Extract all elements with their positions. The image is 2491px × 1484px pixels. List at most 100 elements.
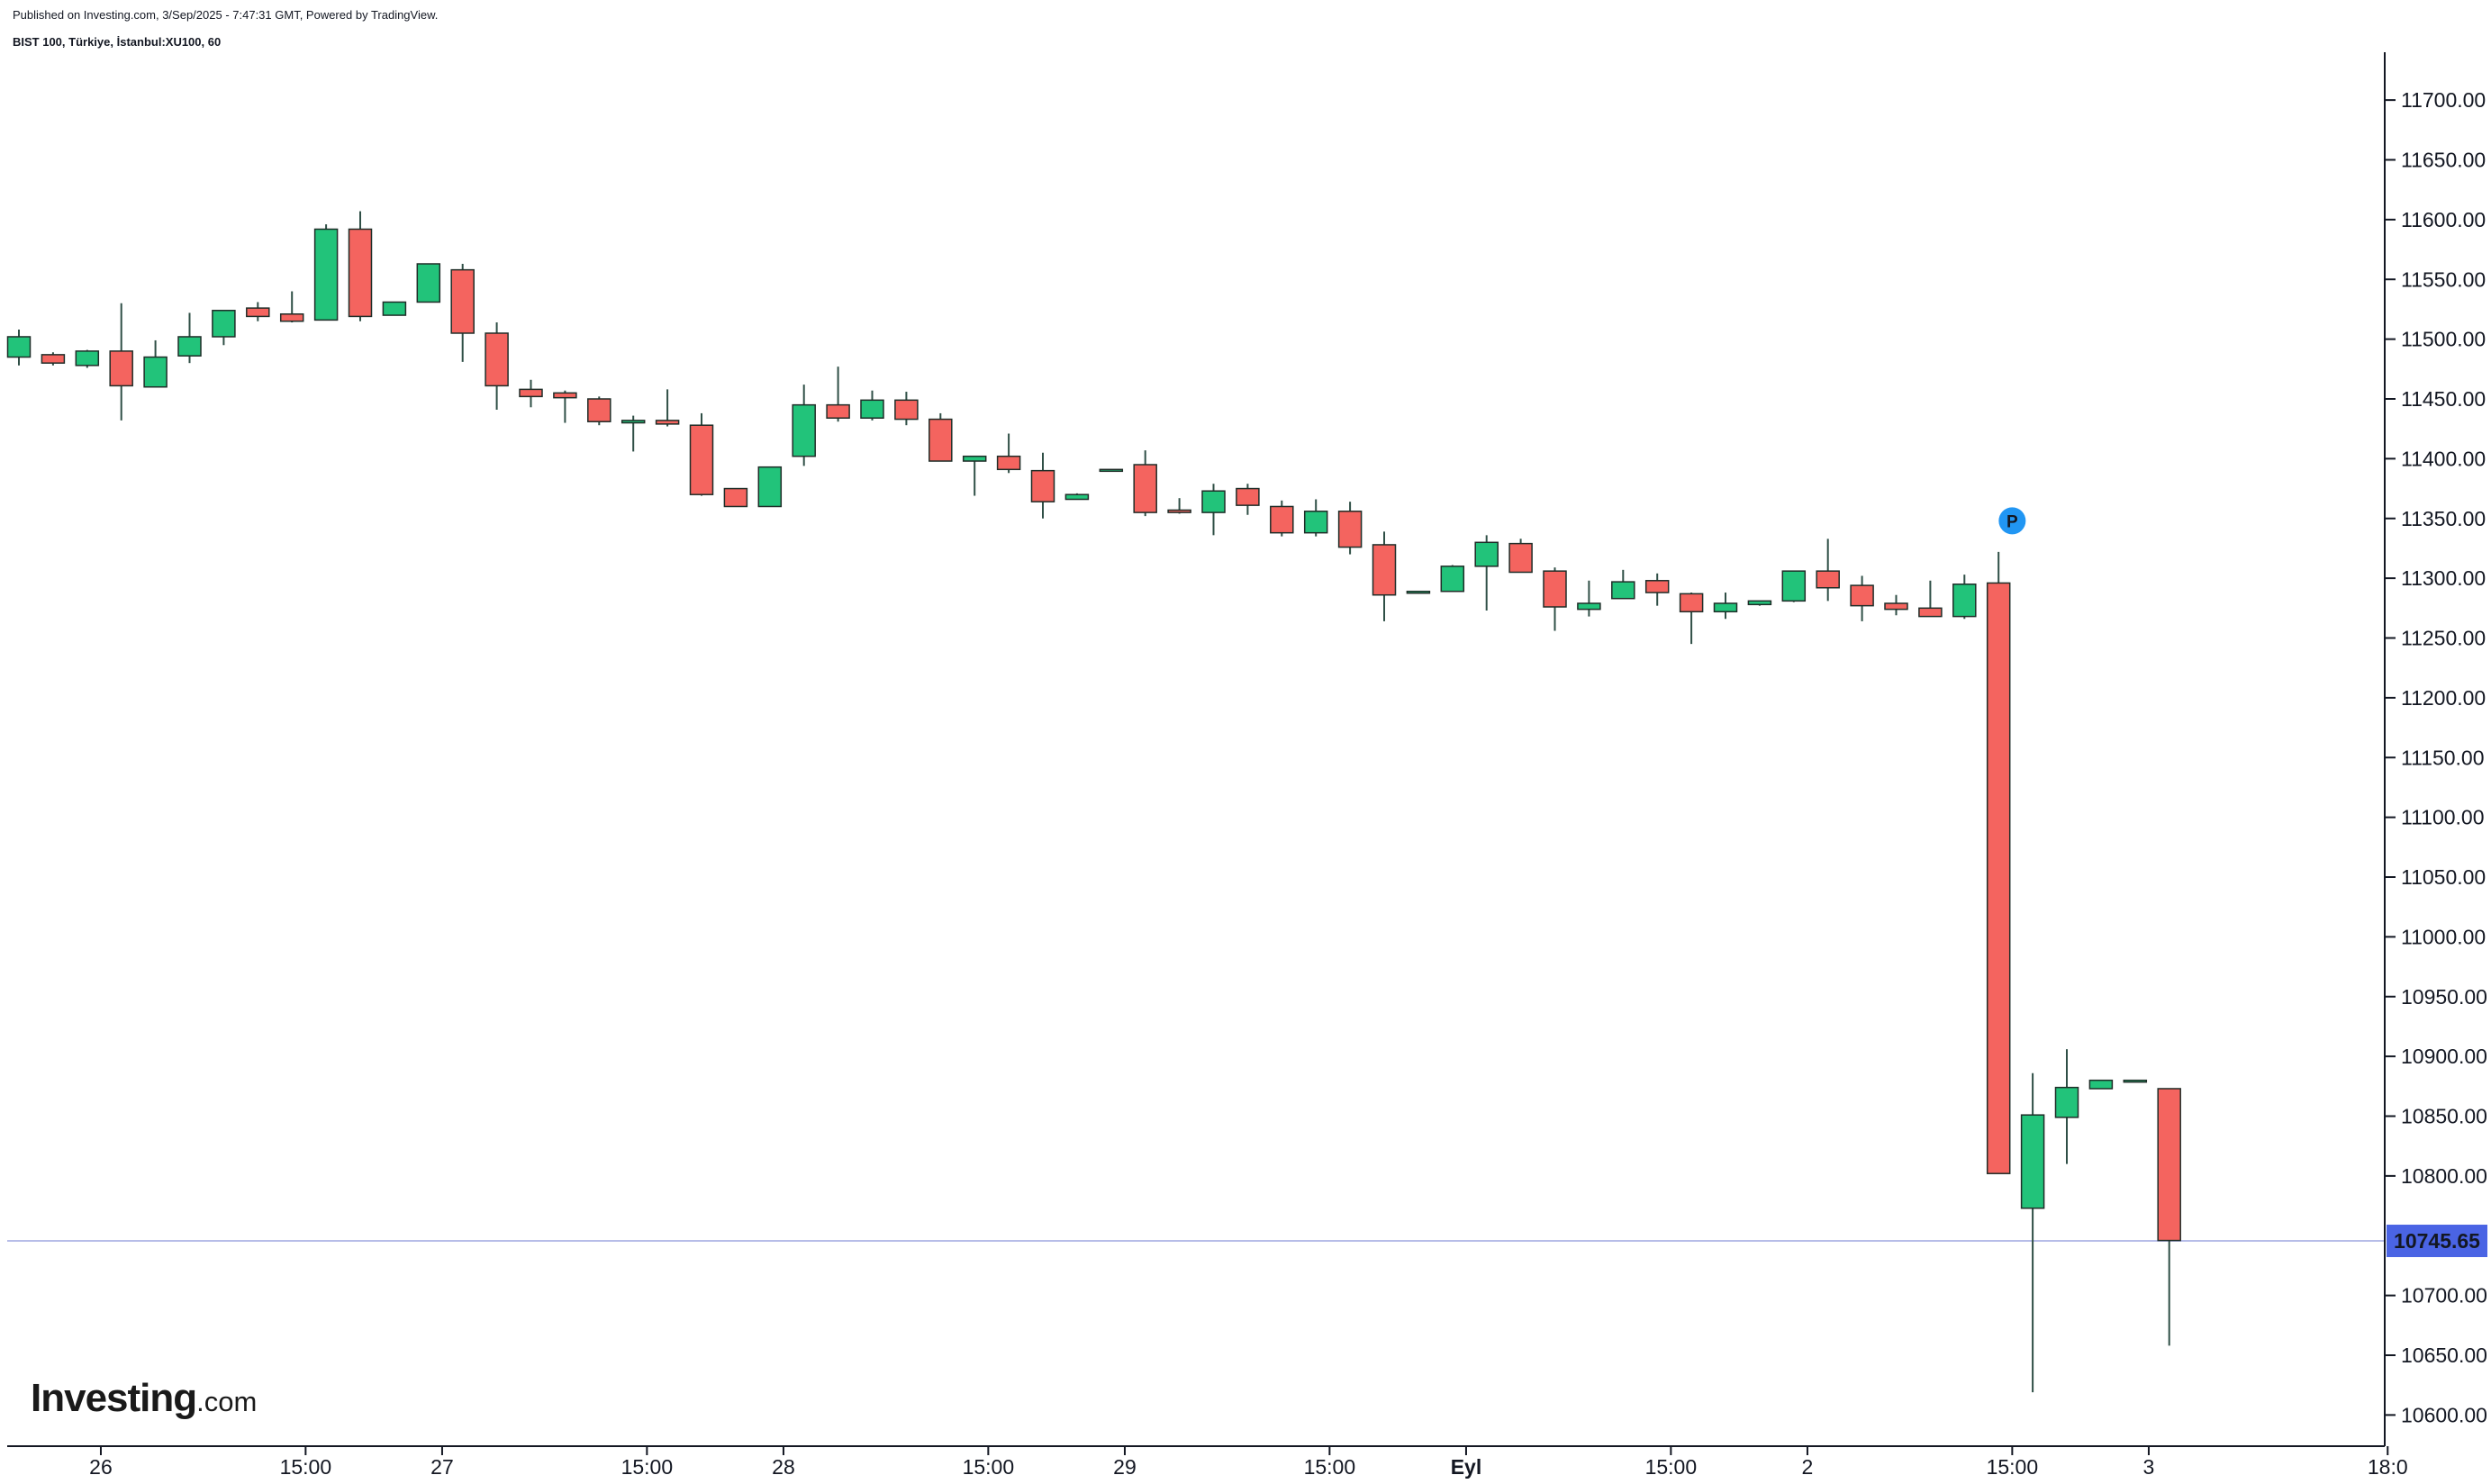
candle-body-down [723,487,748,508]
x-tick-label: 18:0 [2368,1455,2408,1479]
candle-body-up [1781,570,1807,602]
logo-main-text: Investing [31,1376,197,1420]
candle-body-up [416,263,441,303]
candle-body-up [382,301,407,316]
x-tick-label: 15:00 [621,1455,674,1479]
symbol-title: BIST 100, Türkiye, İstanbul:XU100, 60 [13,35,222,49]
candle-body-down [655,420,680,425]
candle-body-down [348,228,373,318]
candle-body-up [212,310,236,338]
last-price-badge [2387,1225,2487,1258]
y-tick-label: 11700.00 [2401,88,2486,112]
y-tick-label: 11250.00 [2401,627,2486,650]
marker-label: P [2006,512,2018,531]
candle-body-up [313,228,339,321]
candle-body-down [1508,542,1533,574]
y-tick-label: 11350.00 [2401,507,2486,530]
y-tick-label: 11100.00 [2401,806,2485,829]
candle-body-down [485,332,509,387]
candle-body-up [2088,1079,2114,1090]
candle-body-down [519,388,543,398]
x-tick-label: 15:00 [963,1455,1015,1479]
x-tick-label: 29 [1113,1455,1137,1479]
candle-body-down [996,455,1021,471]
candle-body-down [1644,580,1670,593]
candle-body-up [620,420,646,424]
y-tick-label: 11500.00 [2401,328,2486,351]
logo-suffix-text: .com [196,1386,258,1417]
y-tick-label: 11450.00 [2401,387,2486,411]
candle-body-down [553,392,577,399]
candle-body-down [1167,509,1191,513]
candle-body-down [1337,511,1363,548]
candle-body-up [1303,511,1328,534]
candle-body-up [75,350,100,366]
candle-body-up [177,336,202,357]
publish-info: Published on Investing.com, 3/Sep/2025 -… [13,8,439,22]
x-tick-label: 2 [1802,1455,1814,1479]
candle-body-up [1747,600,1772,606]
candle-body-up [2020,1114,2045,1209]
y-tick-label: 10850.00 [2401,1105,2487,1128]
y-tick-label: 11600.00 [2401,208,2486,231]
candle-body-up [860,399,884,419]
y-tick-label: 10800.00 [2401,1164,2487,1188]
investing-logo: Investing.com [31,1376,257,1421]
candle-body-down [1884,602,1908,611]
candle-body-down [1850,584,1874,607]
y-tick-label: 11650.00 [2401,149,2486,172]
x-tick-label: 3 [2143,1455,2155,1479]
candle-body-up [1440,566,1465,593]
chart-header: Published on Investing.com, 3/Sep/2025 -… [13,7,438,50]
y-tick-label: 10600.00 [2401,1403,2487,1426]
candle-body-down [1679,593,1704,613]
last-price-label: 10745.65 [2394,1229,2480,1253]
y-tick-label: 10650.00 [2401,1344,2487,1367]
y-tick-label: 10950.00 [2401,985,2487,1009]
candle-body-down [41,354,66,364]
candle-body-up [1474,541,1499,567]
candle-body-down [894,399,919,421]
candle-body-down [1986,582,2011,1174]
x-tick-label: 15:00 [1645,1455,1698,1479]
candle-body-up [1099,468,1124,473]
candle-body-down [1543,570,1567,608]
candle-body-up [2054,1086,2079,1118]
candle-body-up [2123,1079,2148,1083]
y-tick-label: 11300.00 [2401,566,2486,590]
y-tick-label: 10700.00 [2401,1284,2487,1308]
candle-body-down [1270,505,1294,534]
candle-body-down [1236,487,1260,506]
y-tick-label: 11050.00 [2401,865,2486,889]
candle-body-down [1918,607,1943,618]
candle-body-up [6,336,32,358]
candle-body-up [1952,584,1977,618]
candle-body-up [1201,490,1226,513]
candle-body-up [792,403,816,457]
x-tick-label: 15:00 [1987,1455,2039,1479]
candle-body-down [826,403,850,419]
x-tick-label: 15:00 [1304,1455,1356,1479]
candle-body-up [1577,602,1601,611]
candle-body-up [1064,493,1090,501]
candle-body-up [1713,602,1738,613]
x-tick-label: 15:00 [280,1455,332,1479]
candle-body-up [1611,581,1635,600]
x-tick-label: 26 [89,1455,113,1479]
candle-body-down [109,350,133,387]
candle-body-up [1406,590,1431,594]
candle-body-down [450,268,475,334]
x-tick-label: 28 [772,1455,795,1479]
candle-body-up [757,466,783,508]
y-axis: 11700.00 11650.00 11600.00 11550.00 11500.00… [2384,52,2487,1446]
marker-circle [1998,507,2026,535]
candle-body-up [143,356,168,388]
candle-body-down [1133,464,1157,513]
candles-layer [6,211,2181,1393]
candle-body-down [1372,544,1397,596]
y-tick-label: 11400.00 [2401,447,2486,470]
candle-body-down [587,398,611,422]
y-tick-label: 11150.00 [2401,746,2485,769]
x-tick-label: Eyl [1451,1455,1482,1479]
